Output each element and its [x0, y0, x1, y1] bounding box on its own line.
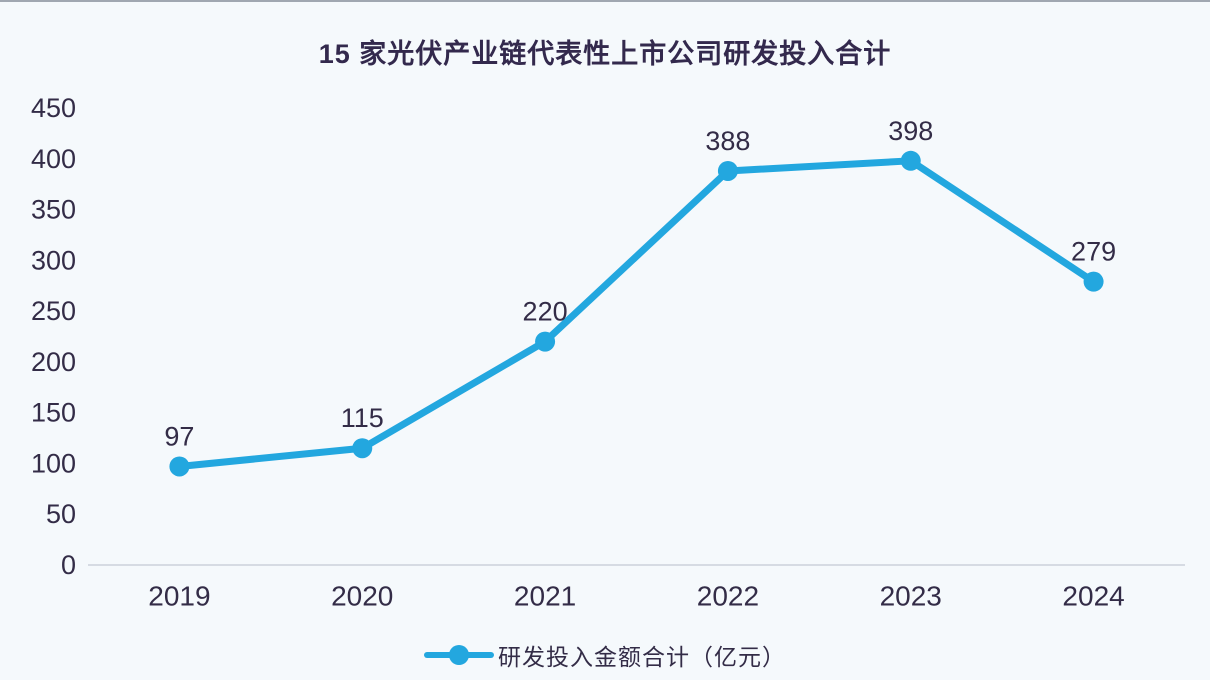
y-tick-label: 100	[31, 448, 76, 478]
y-tick-label: 450	[31, 93, 76, 123]
data-label: 279	[1071, 237, 1116, 267]
y-tick-label: 50	[46, 499, 76, 529]
series-line	[175, 157, 1098, 470]
data-point[interactable]	[535, 331, 556, 352]
x-tick-label: 2021	[514, 581, 576, 612]
x-tick-label: 2022	[697, 581, 759, 612]
data-label: 220	[523, 297, 568, 327]
data-label: 115	[341, 403, 384, 433]
data-point[interactable]	[900, 150, 921, 171]
y-tick-label: 250	[31, 296, 76, 326]
legend-item[interactable]: 研发投入金额合计（亿元）	[0, 638, 1210, 672]
y-tick-label: 400	[31, 144, 76, 174]
legend-label: 研发投入金额合计（亿元）	[498, 644, 786, 670]
y-tick-label: 0	[61, 550, 76, 580]
y-tick-label: 350	[31, 195, 76, 225]
x-tick-label: 2023	[880, 581, 942, 612]
data-point[interactable]	[717, 160, 738, 181]
data-label: 97	[164, 421, 194, 451]
legend-line-marker-icon	[424, 645, 494, 665]
data-point[interactable]	[352, 438, 373, 459]
y-tick-label: 150	[31, 398, 76, 428]
y-tick-label: 300	[31, 245, 76, 275]
chart-title: 15 家光伏产业链代表性上市公司研发投入合计	[318, 39, 892, 69]
x-tick-label: 2019	[148, 581, 210, 612]
x-tick-label: 2024	[1062, 581, 1124, 612]
data-label: 398	[888, 116, 933, 146]
data-label: 388	[705, 126, 750, 156]
x-tick-label: 2020	[331, 581, 393, 612]
y-tick-label: 200	[31, 347, 76, 377]
data-point[interactable]	[1083, 271, 1104, 292]
data-point[interactable]	[169, 456, 190, 477]
